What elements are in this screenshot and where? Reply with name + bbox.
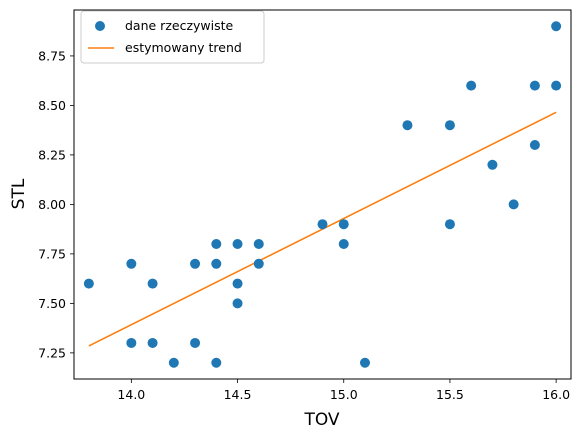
scatter-point-5 xyxy=(168,357,179,368)
x-axis-label: TOV xyxy=(303,410,339,430)
scatter-point-10 xyxy=(211,357,222,368)
y-tick-label-0: 7.25 xyxy=(38,345,66,360)
data-marks xyxy=(83,21,562,368)
scatter-point-16 xyxy=(317,219,328,230)
x-tick-label-4: 16.0 xyxy=(542,387,570,402)
scatter-point-13 xyxy=(232,298,243,309)
y-tick-label-4: 8.25 xyxy=(38,147,66,162)
scatter-point-25 xyxy=(508,199,519,210)
scatter-point-7 xyxy=(190,337,201,348)
scatter-point-20 xyxy=(402,120,413,131)
scatter-point-6 xyxy=(190,258,201,269)
y-axis-ticks: 7.25 7.50 7.75 8.00 8.25 8.50 8.75 xyxy=(38,48,74,360)
scatter-point-15 xyxy=(253,258,264,269)
scatter-point-23 xyxy=(466,80,477,91)
x-tick-label-2: 15.0 xyxy=(330,387,358,402)
scatter-point-19 xyxy=(359,357,370,368)
scatter-point-14 xyxy=(253,238,264,249)
legend-box xyxy=(80,10,265,64)
y-axis-label: STL xyxy=(9,178,29,209)
y-tick-label-6: 8.75 xyxy=(38,48,66,63)
scatter-point-27 xyxy=(529,140,540,151)
scatter-point-8 xyxy=(211,238,222,249)
legend-scatter-marker xyxy=(95,21,105,31)
plot-frame xyxy=(73,9,572,380)
y-tick-label-3: 8.00 xyxy=(38,197,66,212)
scatter-point-0 xyxy=(83,278,94,289)
scatter-point-26 xyxy=(529,80,540,91)
scatter-point-2 xyxy=(126,337,137,348)
x-axis-ticks: 14.0 14.5 15.0 15.5 16.0 xyxy=(117,379,570,402)
legend-label-scatter: dane rzeczywiste xyxy=(125,18,234,33)
x-tick-label-1: 14.5 xyxy=(224,387,252,402)
scatter-point-3 xyxy=(147,278,158,289)
scatter-point-12 xyxy=(232,278,243,289)
scatter-point-18 xyxy=(338,238,349,249)
scatter-point-11 xyxy=(232,238,243,249)
scatter-point-4 xyxy=(147,337,158,348)
y-tick-label-1: 7.50 xyxy=(38,296,66,311)
y-tick-label-2: 7.75 xyxy=(38,246,66,261)
scatter-point-21 xyxy=(444,120,455,131)
legend: dane rzeczywiste estymowany trend xyxy=(80,10,265,64)
x-tick-label-3: 15.5 xyxy=(436,387,464,402)
plot-area xyxy=(74,10,571,379)
scatter-point-22 xyxy=(444,219,455,230)
legend-label-line: estymowany trend xyxy=(125,40,242,55)
scatter-point-28 xyxy=(551,21,562,32)
scatter-point-24 xyxy=(487,159,498,170)
x-tick-label-0: 14.0 xyxy=(117,387,145,402)
scatter-point-1 xyxy=(126,258,137,269)
scatter-point-17 xyxy=(338,219,349,230)
scatter-point-9 xyxy=(211,258,222,269)
y-tick-label-5: 8.50 xyxy=(38,98,66,113)
scatter-point-29 xyxy=(551,80,562,91)
